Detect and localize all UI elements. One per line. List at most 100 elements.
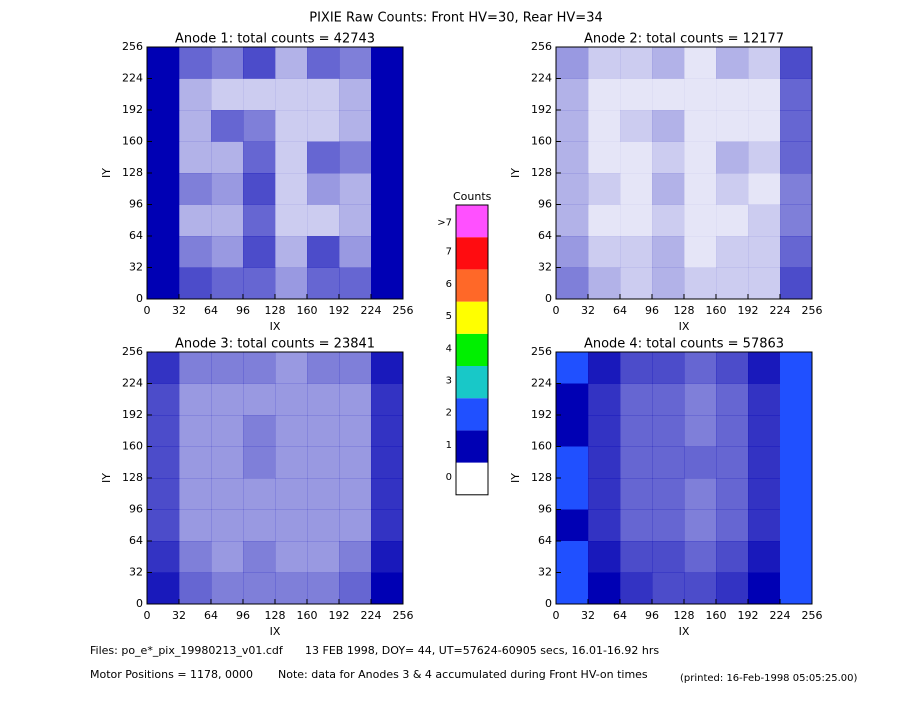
x-tick-label: 224 [361, 609, 382, 622]
heat-cell [780, 204, 813, 237]
heat-cell [684, 352, 717, 384]
heat-cell [620, 267, 653, 300]
heat-cell [179, 383, 212, 416]
x-tick-label: 160 [706, 304, 727, 317]
heat-cell [748, 110, 781, 142]
heat-cell [211, 267, 244, 300]
heat-cell [275, 478, 308, 510]
heat-cell [588, 267, 621, 300]
heat-cell [339, 415, 372, 447]
x-tick-label: 128 [265, 609, 286, 622]
heat-cell [243, 141, 276, 174]
heat-cell [684, 415, 717, 447]
heat-cell [339, 478, 372, 510]
x-tick-label: 256 [393, 304, 414, 317]
heat-cell [684, 173, 717, 205]
heat-cell [371, 383, 404, 416]
x-tick-label: 0 [553, 304, 560, 317]
y-tick-label: 256 [531, 345, 552, 358]
heat-cell [211, 141, 244, 174]
heat-cell [588, 541, 621, 573]
heat-cell [339, 541, 372, 573]
heat-cell [275, 352, 308, 384]
heat-cell [339, 509, 372, 542]
heat-cell [652, 173, 685, 205]
x-axis-label: IX [270, 625, 281, 638]
x-tick-label: 96 [645, 609, 659, 622]
heat-cell [243, 352, 276, 384]
x-tick-label: 0 [144, 609, 151, 622]
heat-cell [275, 141, 308, 174]
colorbar-label: 2 [446, 408, 452, 419]
colorbar-label: 6 [446, 279, 452, 290]
x-tick-label: 32 [172, 304, 186, 317]
x-tick-label: 64 [204, 304, 218, 317]
x-tick-label: 96 [645, 304, 659, 317]
colorbar-label: 4 [446, 343, 452, 354]
heat-cell [275, 204, 308, 237]
heat-cell [211, 352, 244, 384]
heat-cell [556, 415, 589, 447]
y-tick-label: 256 [531, 40, 552, 53]
heat-cell [371, 267, 404, 300]
y-tick-label: 160 [122, 135, 143, 148]
heat-cell [556, 267, 589, 300]
heat-cell [243, 236, 276, 268]
heat-cell [684, 204, 717, 237]
y-axis-label: IY [509, 473, 522, 483]
heat-cell [211, 110, 244, 142]
heat-cell [243, 415, 276, 447]
colorbar-box [456, 205, 488, 238]
heat-cell [780, 141, 813, 174]
heat-cell [275, 173, 308, 205]
y-tick-label: 32 [129, 261, 143, 274]
heat-cell [652, 236, 685, 268]
heat-cell [652, 415, 685, 447]
x-tick-label: 224 [361, 304, 382, 317]
heat-cell [307, 267, 340, 300]
heat-cell [179, 110, 212, 142]
heat-cell [556, 352, 589, 384]
heat-cell [748, 78, 781, 111]
heat-cell [780, 78, 813, 111]
heat-cell [307, 478, 340, 510]
heat-cell [243, 446, 276, 479]
heat-cell [147, 383, 180, 416]
heat-cell [371, 446, 404, 479]
x-tick-label: 160 [297, 304, 318, 317]
heat-cell [147, 141, 180, 174]
heat-cell [275, 509, 308, 542]
heat-cell [371, 204, 404, 237]
y-tick-label: 96 [538, 198, 552, 211]
heat-cell [307, 383, 340, 416]
panel-title: Anode 2: total counts = 12177 [584, 32, 784, 47]
heat-cell [339, 141, 372, 174]
heat-cell [275, 541, 308, 573]
heat-cell [780, 446, 813, 479]
x-axis-label: IX [679, 625, 690, 638]
x-tick-label: 64 [204, 609, 218, 622]
heat-cell [179, 509, 212, 542]
heat-cell [179, 352, 212, 384]
colorbar-label: 3 [446, 375, 452, 386]
x-tick-label: 192 [329, 609, 350, 622]
heat-cell [716, 236, 749, 268]
heat-cell [243, 110, 276, 142]
heat-cell [211, 47, 244, 79]
x-tick-label: 192 [738, 304, 759, 317]
colorbar-frame [455, 204, 489, 496]
x-tick-label: 256 [393, 609, 414, 622]
heat-cell [371, 78, 404, 111]
heat-cell [620, 478, 653, 510]
heat-cell [243, 478, 276, 510]
heat-cell [275, 383, 308, 416]
x-tick-label: 160 [297, 609, 318, 622]
heat-cell [748, 352, 781, 384]
heat-cell [780, 478, 813, 510]
y-tick-label: 160 [531, 440, 552, 453]
y-tick-label: 0 [545, 292, 552, 305]
heat-cell [147, 415, 180, 447]
heat-cell [211, 478, 244, 510]
heat-cell [748, 267, 781, 300]
